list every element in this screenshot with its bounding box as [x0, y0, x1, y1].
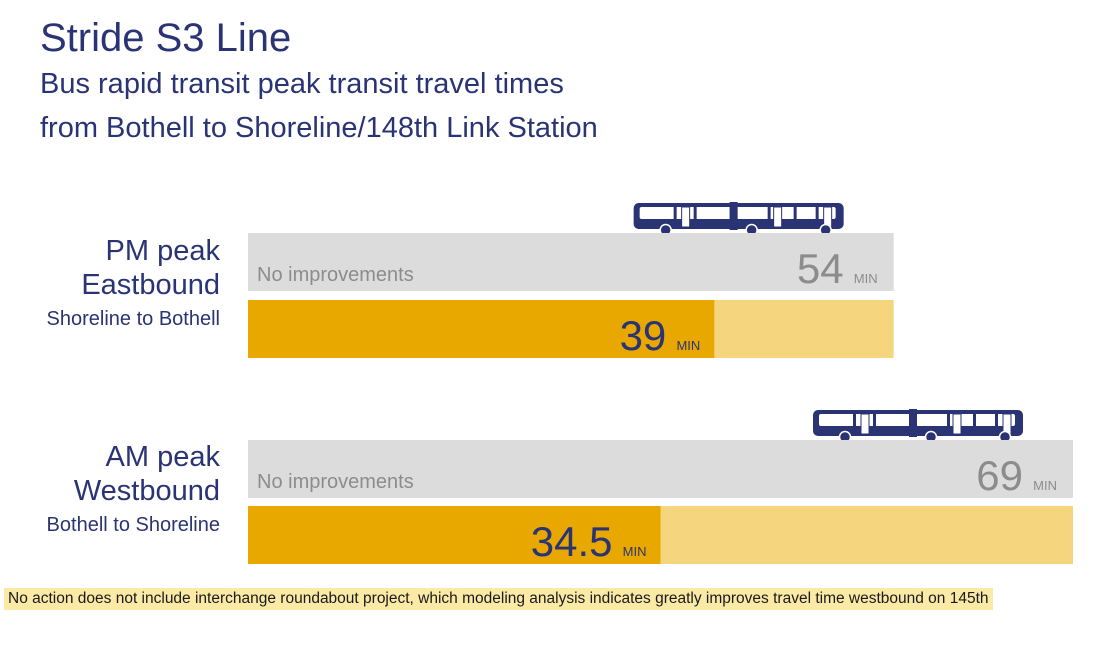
baseline-unit-am: MIN	[1033, 478, 1057, 493]
footnote: No action does not include interchange r…	[4, 588, 993, 610]
bus-icon-pm	[633, 202, 844, 237]
subtitle-line-2: from Bothell to Shoreline/148th Link Sta…	[40, 112, 598, 144]
baseline-value-am: 69	[976, 452, 1023, 499]
subtitle-line-1: Bus rapid transit peak transit travel ti…	[40, 68, 564, 100]
group-label-am-line1: AM peak	[105, 441, 220, 473]
improved-unit-am: MIN	[623, 544, 647, 559]
chart-subtitle: Bus rapid transit peak transit travel ti…	[40, 62, 598, 150]
group-label-pm-line2: Eastbound	[81, 269, 220, 301]
baseline-value-pm: 54	[797, 245, 844, 292]
bus-icon-am	[813, 409, 1023, 444]
group-label-am-line3: Bothell to Shoreline	[46, 514, 220, 536]
group-label-am: AM peak Westbound Bothell to Shoreline	[47, 440, 220, 538]
improved-value-pm: 39	[620, 312, 667, 359]
baseline-bar-pm	[248, 233, 894, 291]
improved-bar-pm	[248, 300, 715, 358]
group-label-pm-line1: PM peak	[105, 235, 220, 267]
group-label-pm-line3: Shoreline to Bothell	[46, 308, 220, 330]
improved-value-am: 34.5	[531, 518, 613, 565]
improved-unit-pm: MIN	[676, 338, 700, 353]
baseline-bar-am	[248, 440, 1073, 498]
series-label-pm: No improvements	[257, 264, 414, 286]
group-label-pm: PM peak Eastbound Shoreline to Bothell	[47, 234, 220, 332]
group-label-am-line2: Westbound	[73, 475, 220, 507]
baseline-unit-pm: MIN	[854, 271, 878, 286]
series-label-am: No improvements	[257, 471, 414, 493]
improved-bar-am	[248, 506, 661, 564]
chart-title: Stride S3 Line	[40, 16, 292, 60]
